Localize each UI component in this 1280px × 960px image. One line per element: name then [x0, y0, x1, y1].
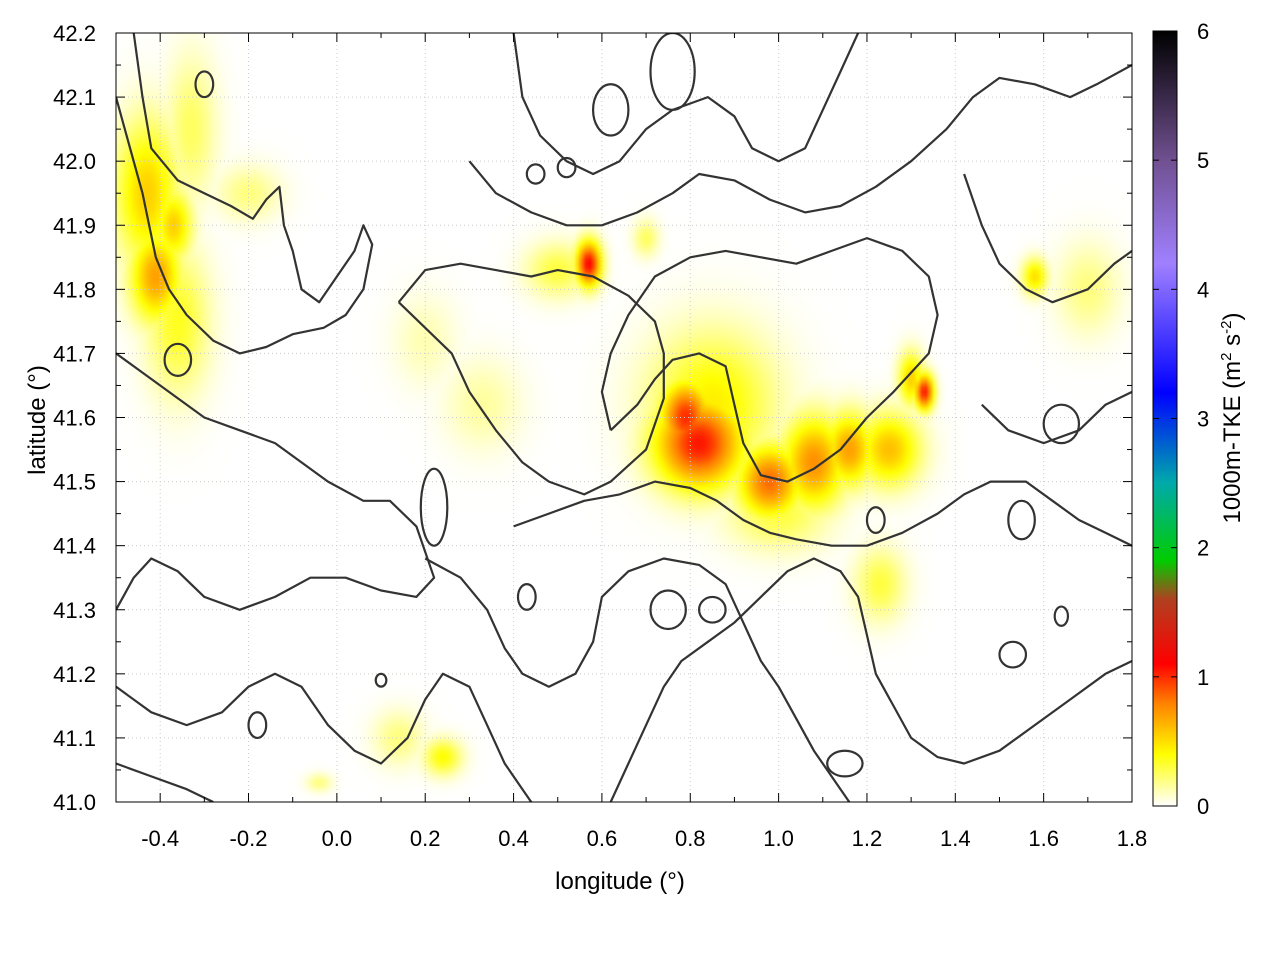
contour-ring: [1042, 403, 1081, 445]
x-tick-label: -0.2: [230, 826, 268, 851]
contour-ring: [163, 342, 193, 377]
contour-line: [512, 33, 860, 176]
x-tick-label: 1.4: [940, 826, 971, 851]
y-tick-label: 41.1: [53, 726, 96, 751]
contour-ring: [556, 156, 577, 179]
colorbar-tick-label: 1: [1197, 665, 1209, 690]
x-tick-label: 1.2: [852, 826, 883, 851]
x-tick-label: 0.2: [410, 826, 441, 851]
contour-ring: [194, 70, 215, 99]
y-tick-label: 41.3: [53, 598, 96, 623]
contour-line: [116, 762, 214, 802]
contour-ring: [649, 33, 696, 111]
y-axis-label: latitude (°): [24, 365, 51, 475]
contour-ring: [649, 589, 687, 631]
contour-line: [981, 390, 1132, 445]
y-axis: 41.0 41.1 41.2 41.3 41.4 41.5 41.6 41.7 41.8 41.9…: [53, 21, 1132, 815]
y-tick-label: 42.1: [53, 85, 96, 110]
colorbar-tick-label: 3: [1197, 407, 1209, 432]
contour-line: [609, 557, 1132, 802]
x-tick-label: -0.4: [141, 826, 179, 851]
contour-ring: [1053, 605, 1070, 627]
x-tick-label: 1.8: [1117, 826, 1148, 851]
contour-line: [513, 480, 1132, 547]
contour-line: [116, 672, 533, 802]
contour-ring: [697, 595, 727, 624]
colorbar-tick-label: 4: [1197, 277, 1209, 302]
contour-ring: [247, 711, 268, 740]
contour-ring: [1007, 499, 1036, 541]
y-tick-label: 41.5: [53, 470, 96, 495]
contour-ring: [865, 506, 886, 534]
y-tick-label: 41.7: [53, 341, 96, 366]
y-tick-label: 42.0: [53, 149, 96, 174]
contour-ring: [419, 467, 449, 547]
contour-line: [424, 557, 851, 802]
y-tick-label: 41.8: [53, 277, 96, 302]
contour-line: [397, 262, 665, 496]
contour-line: [468, 64, 1132, 227]
y-tick-label: 41.6: [53, 406, 96, 431]
contour-line: [600, 237, 939, 483]
y-tick-label: 41.4: [53, 534, 96, 559]
contour-lines: [116, 33, 1132, 802]
colorbar-tick-label: 6: [1197, 19, 1209, 44]
contour-ring: [998, 640, 1028, 669]
contour-ring: [591, 83, 630, 137]
contour-line: [116, 352, 436, 611]
contour-line: [116, 33, 374, 355]
contour-ring: [374, 672, 388, 688]
x-tick-label: 0.0: [322, 826, 353, 851]
contour-ring: [525, 163, 546, 185]
contour-ring: [826, 749, 864, 778]
contour-line: [963, 173, 1132, 304]
colorbar-tick-label: 2: [1197, 536, 1209, 561]
y-tick-label: 41.0: [53, 790, 96, 815]
colorbar-ticks: 0 1 2 3 4 5 6: [1153, 19, 1209, 819]
y-tick-label: 41.2: [53, 662, 96, 687]
colorbar-tick-label: 5: [1197, 148, 1209, 173]
y-tick-label: 41.9: [53, 213, 96, 238]
x-axis: -0.4 -0.2 0.0 0.2 0.4 0.6 0.8 1.0 1.2 1.4 1.6 1.8: [141, 33, 1147, 851]
colorbar-label: 1000m-TKE (m2 s-2): [1218, 312, 1246, 523]
x-tick-label: 0.4: [498, 826, 529, 851]
colorbar-tick-label: 0: [1197, 794, 1209, 819]
y-tick-label: 42.2: [53, 21, 96, 46]
x-tick-label: 1.6: [1028, 826, 1059, 851]
x-axis-label: longitude (°): [555, 868, 685, 895]
contour-ring: [516, 583, 537, 611]
x-tick-label: 1.0: [763, 826, 794, 851]
x-tick-label: 0.6: [587, 826, 618, 851]
x-tick-label: 0.8: [675, 826, 706, 851]
